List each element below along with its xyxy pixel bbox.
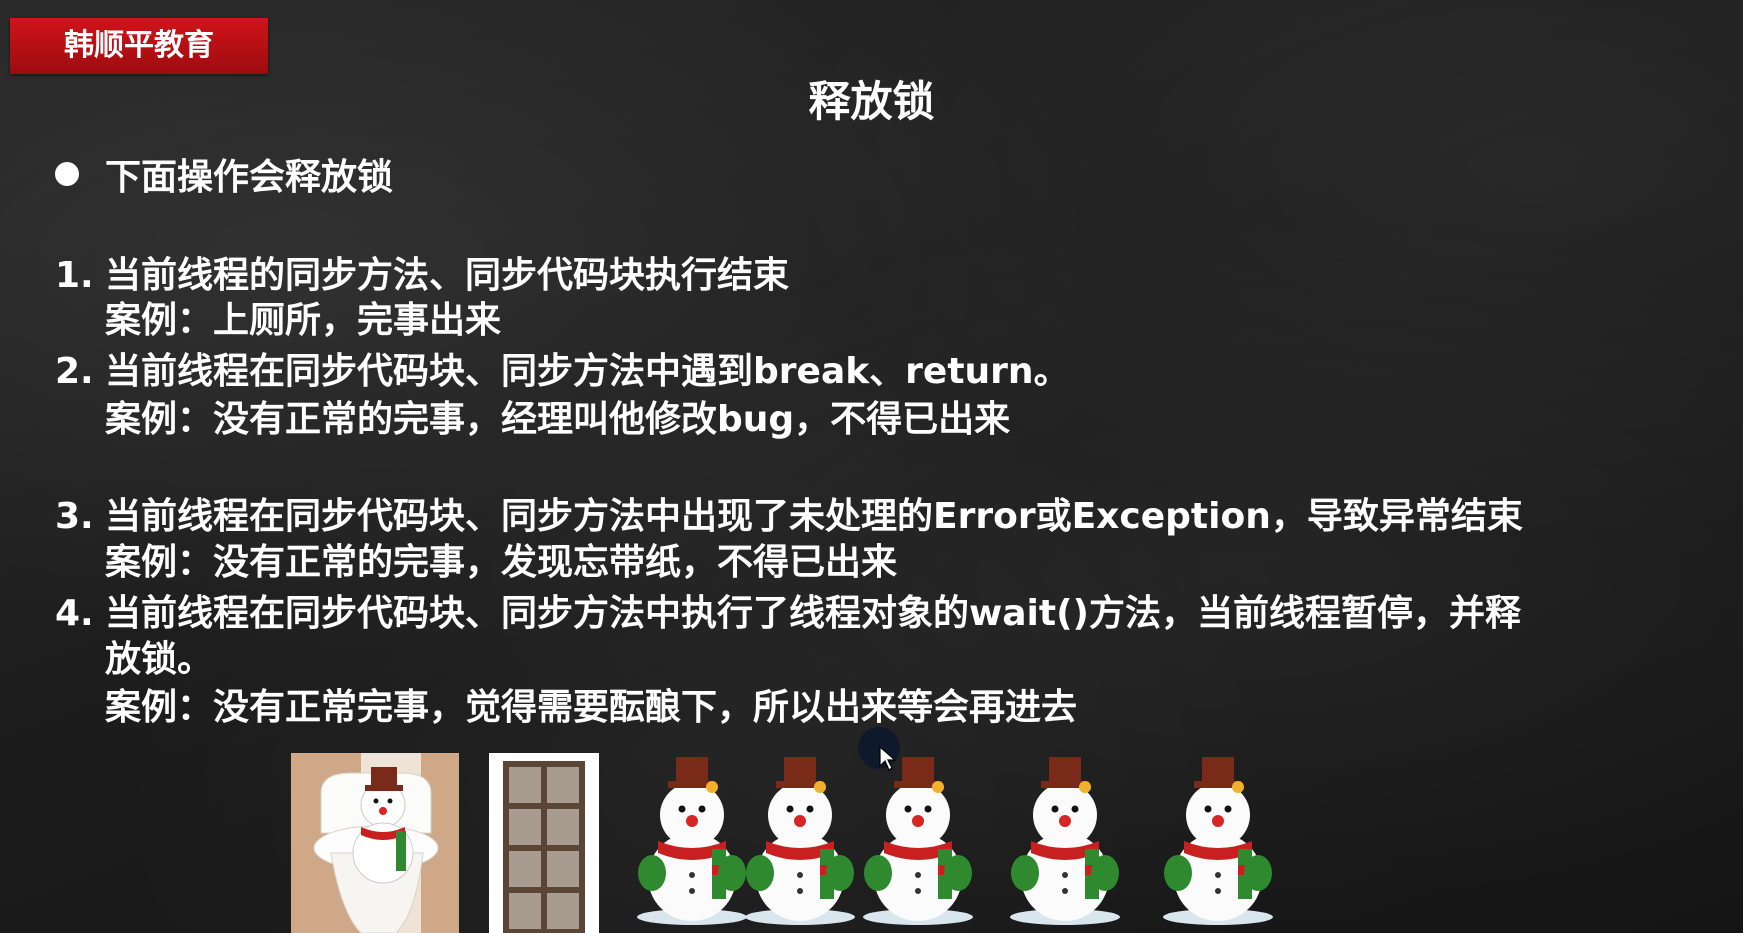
list-item-3: 3. 当前线程在同步代码块、同步方法中出现了未处理的Error或Exception… xyxy=(55,487,1523,539)
cursor-highlight xyxy=(858,727,900,769)
snowman-icon xyxy=(740,755,860,925)
snowman-icon xyxy=(1158,755,1278,925)
list-item-1: 1. 当前线程的同步方法、同步代码块执行结束 xyxy=(55,246,789,298)
list-item-text: 当前线程在同步代码块、同步方法中遇到break、return。 xyxy=(105,351,1070,392)
snowman-icon xyxy=(632,755,752,925)
list-item-number: 2. xyxy=(55,351,94,392)
list-item-3-case: 案例：没有正常的完事，发现忘带纸，不得已出来 xyxy=(105,542,898,583)
snowman-icon xyxy=(858,755,978,925)
list-item-text: 当前线程在同步代码块、同步方法中出现了未处理的Error或Exception，导… xyxy=(105,496,1523,537)
list-item-4-cont: 放锁。 xyxy=(105,639,214,680)
bullet-heading-text: 下面操作会释放锁 xyxy=(105,157,394,198)
list-item-text: 当前线程的同步方法、同步代码块执行结束 xyxy=(105,255,790,296)
brand-logo-badge: 韩顺平教育 xyxy=(10,18,268,74)
list-item-number: 1. xyxy=(55,255,94,296)
door-image xyxy=(489,753,599,933)
snowman-icon xyxy=(1005,755,1125,925)
toilet-image xyxy=(291,753,459,933)
list-item-1-case: 案例：上厕所，完事出来 xyxy=(105,300,502,341)
bullet-dot-icon xyxy=(55,162,79,186)
list-item-4-case: 案例：没有正常完事，觉得需要酝酿下，所以出来等会再进去 xyxy=(105,687,1078,728)
list-item-4: 4. 当前线程在同步代码块、同步方法中执行了线程对象的wait()方法，当前线程暂… xyxy=(55,584,1521,636)
slide-title: 释放锁 xyxy=(808,77,935,126)
brand-label: 韩顺平教育 xyxy=(64,28,214,63)
mouse-pointer-icon xyxy=(879,745,897,776)
list-item-number: 4. xyxy=(55,593,94,634)
list-item-text: 当前线程在同步代码块、同步方法中执行了线程对象的wait()方法，当前线程暂停，… xyxy=(105,593,1522,634)
list-item-2: 2. 当前线程在同步代码块、同步方法中遇到break、return。 xyxy=(55,342,1070,394)
bullet-heading: 下面操作会释放锁 xyxy=(55,148,393,200)
list-item-2-case: 案例：没有正常的完事，经理叫他修改bug，不得已出来 xyxy=(105,399,1011,440)
list-item-number: 3. xyxy=(55,496,94,537)
